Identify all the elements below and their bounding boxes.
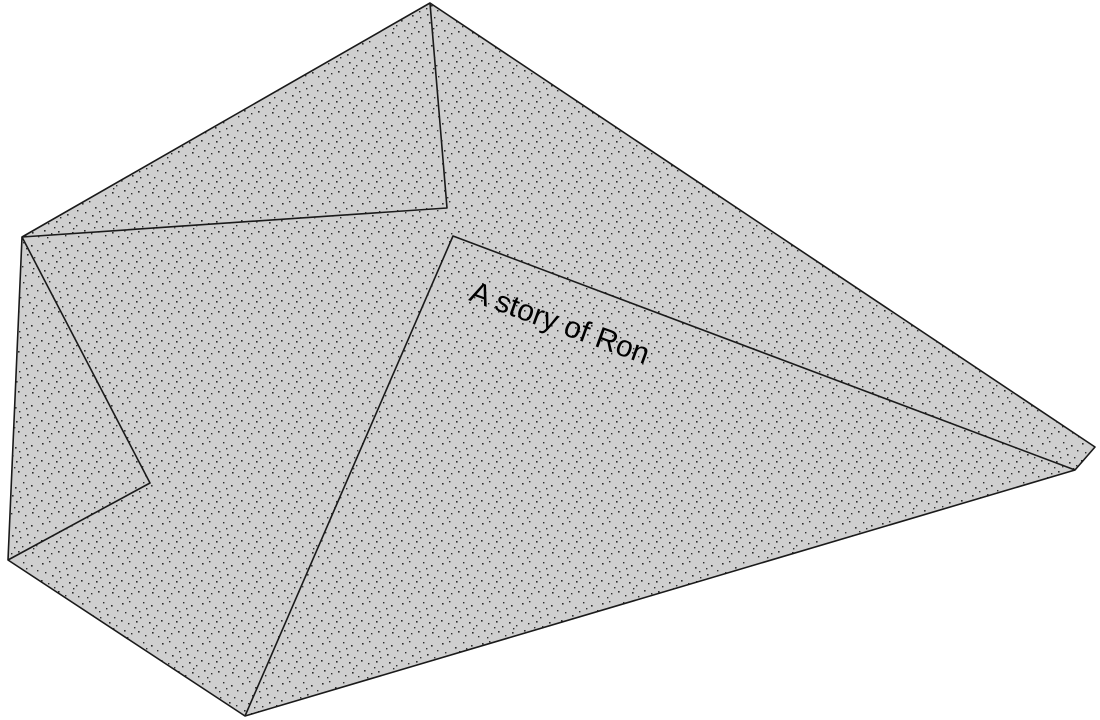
- left-flap-edge: [7, 236, 151, 561]
- center-flap-edge: [244, 235, 1076, 717]
- fold-lines: [7, 2, 1076, 717]
- top-flap-edge: [21, 2, 448, 238]
- paper-outline: [7, 2, 1096, 717]
